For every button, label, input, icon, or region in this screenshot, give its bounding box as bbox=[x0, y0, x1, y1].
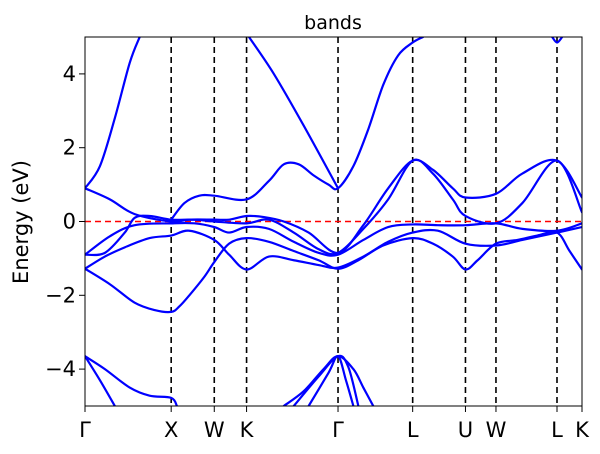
x-tick-label: Γ bbox=[332, 418, 344, 442]
band-line bbox=[85, 355, 179, 406]
y-tick-label: −4 bbox=[45, 357, 76, 381]
x-tick-label: L bbox=[551, 418, 563, 442]
band-line bbox=[85, 221, 582, 257]
band-line bbox=[170, 37, 425, 221]
y-tick-label: 2 bbox=[63, 136, 76, 160]
y-tick-label: −2 bbox=[45, 283, 76, 307]
band-line bbox=[85, 158, 582, 257]
band-line bbox=[85, 37, 141, 190]
x-tick-label: W bbox=[486, 418, 507, 442]
x-tick-label: W bbox=[204, 418, 225, 442]
band-line bbox=[247, 37, 340, 190]
y-tick-label: 0 bbox=[63, 210, 76, 234]
x-tick-label: U bbox=[458, 418, 473, 442]
x-tick-label: K bbox=[240, 418, 255, 442]
band-lines bbox=[85, 37, 582, 406]
band-line bbox=[85, 158, 582, 254]
band-line bbox=[85, 225, 582, 271]
y-tick-label: 4 bbox=[63, 62, 76, 86]
x-tick-label: L bbox=[407, 418, 419, 442]
chart-title: bands bbox=[304, 12, 362, 34]
band-line bbox=[307, 355, 355, 406]
y-axis-label: Energy (eV) bbox=[9, 160, 33, 284]
band-line bbox=[85, 230, 582, 314]
band-line bbox=[85, 355, 116, 406]
x-tick-label: X bbox=[164, 418, 178, 442]
x-tick-label: K bbox=[575, 418, 590, 442]
x-tick-label: Γ bbox=[79, 418, 91, 442]
band-line bbox=[551, 37, 564, 44]
y-axis-ticks: −4 −2 0 2 4 bbox=[45, 62, 85, 381]
